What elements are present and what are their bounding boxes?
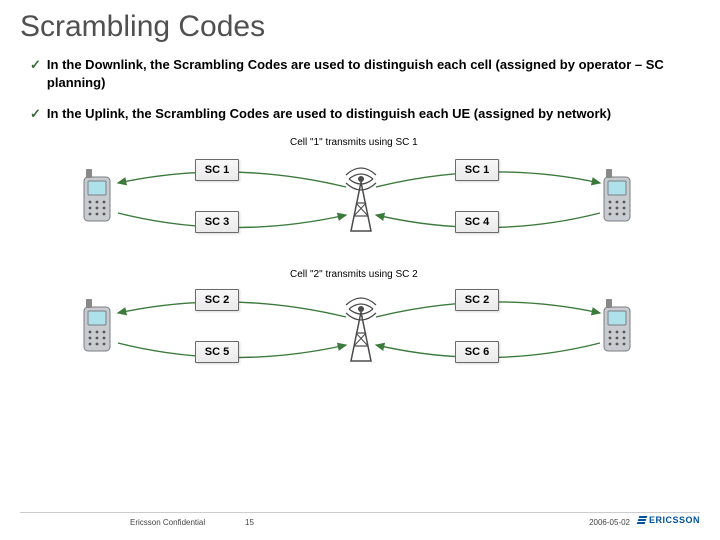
bullet-uplink: ✓ In the Uplink, the Scrambling Codes ar… <box>30 105 690 123</box>
bullet-downlink: ✓ In the Downlink, the Scrambling Codes … <box>30 56 690 91</box>
check-icon: ✓ <box>30 56 41 74</box>
bullet-text: In the Uplink, the Scrambling Codes are … <box>47 105 611 123</box>
bullet-text: In the Downlink, the Scrambling Codes ar… <box>47 56 690 91</box>
page-title: Scrambling Codes <box>0 0 720 52</box>
footer-page: 15 <box>245 518 254 527</box>
label-sc6: SC 6 <box>455 341 499 363</box>
label-sc1-right: SC 1 <box>455 159 499 181</box>
caption-cell1: Cell "1" transmits using SC 1 <box>290 137 418 148</box>
phone-icon <box>80 169 114 225</box>
bullet-list: ✓ In the Downlink, the Scrambling Codes … <box>0 52 720 123</box>
check-icon: ✓ <box>30 105 41 123</box>
footer: Ericsson Confidential 15 2006-05-02 ERIC… <box>0 514 720 534</box>
tower-icon <box>343 291 379 363</box>
footer-divider <box>20 512 700 513</box>
footer-date: 2006-05-02 <box>589 518 630 527</box>
phone-icon <box>80 299 114 355</box>
footer-confidential: Ericsson Confidential <box>130 518 205 527</box>
phone-icon <box>600 169 634 225</box>
label-sc4: SC 4 <box>455 211 499 233</box>
caption-cell2: Cell "2" transmits using SC 2 <box>290 269 418 280</box>
label-sc2-right: SC 2 <box>455 289 499 311</box>
ericsson-logo: ERICSSON <box>638 515 700 525</box>
logo-dashes-icon <box>637 516 648 524</box>
diagram: Cell "1" transmits using SC 1 Cell "2" t… <box>0 137 720 417</box>
label-sc5: SC 5 <box>195 341 239 363</box>
tower-icon <box>343 161 379 233</box>
label-sc1-left: SC 1 <box>195 159 239 181</box>
label-sc3: SC 3 <box>195 211 239 233</box>
label-sc2-left: SC 2 <box>195 289 239 311</box>
phone-icon <box>600 299 634 355</box>
logo-text: ERICSSON <box>649 515 700 525</box>
